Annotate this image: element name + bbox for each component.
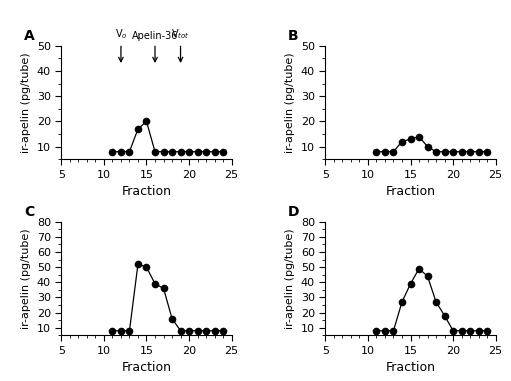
Text: B: B bbox=[288, 29, 298, 43]
X-axis label: Fraction: Fraction bbox=[122, 185, 172, 198]
Text: D: D bbox=[288, 205, 299, 219]
Text: A: A bbox=[24, 29, 35, 43]
X-axis label: Fraction: Fraction bbox=[385, 361, 435, 374]
Y-axis label: ir-apelin (pg/tube): ir-apelin (pg/tube) bbox=[285, 228, 295, 329]
Y-axis label: ir-apelin (pg/tube): ir-apelin (pg/tube) bbox=[285, 52, 295, 153]
Text: V$_{tot}$: V$_{tot}$ bbox=[171, 27, 190, 62]
X-axis label: Fraction: Fraction bbox=[385, 185, 435, 198]
Y-axis label: ir-apelin (pg/tube): ir-apelin (pg/tube) bbox=[21, 228, 31, 329]
X-axis label: Fraction: Fraction bbox=[122, 361, 172, 374]
Y-axis label: ir-apelin (pg/tube): ir-apelin (pg/tube) bbox=[21, 52, 31, 153]
Text: C: C bbox=[24, 205, 34, 219]
Text: V$_o$: V$_o$ bbox=[114, 27, 127, 62]
Text: Apelin-36: Apelin-36 bbox=[132, 31, 178, 62]
